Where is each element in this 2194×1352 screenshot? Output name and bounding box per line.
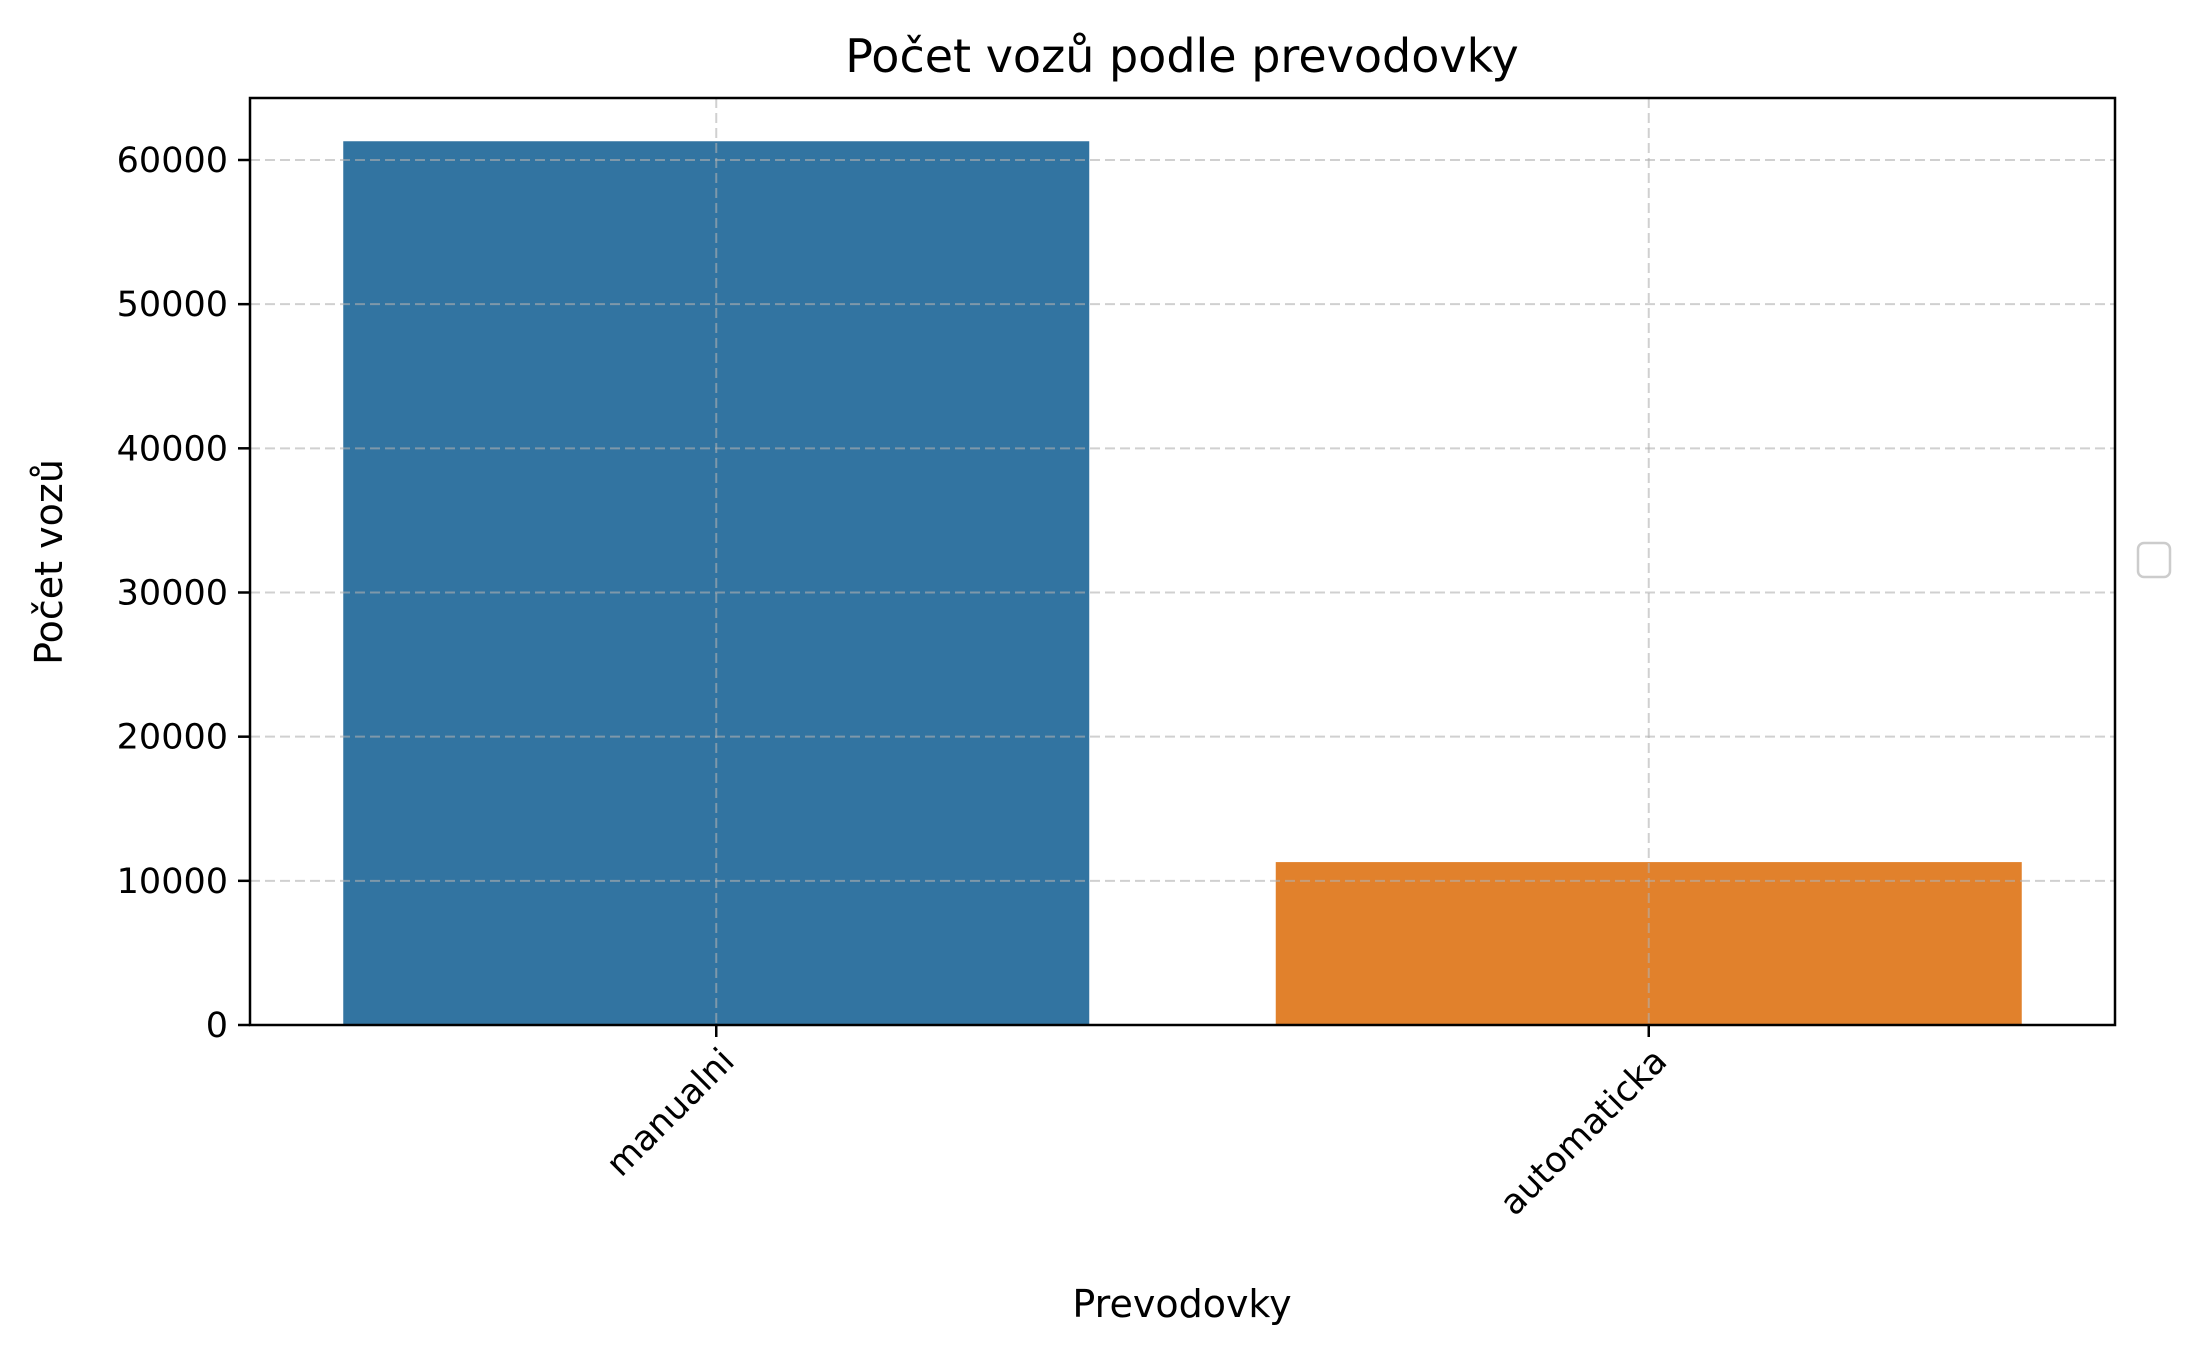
y-tick-label: 20000 [117,718,228,758]
y-axis-title: Počet vozů [27,459,71,665]
plot-frame [248,96,2117,1027]
y-tick-label: 40000 [117,429,228,469]
bars [343,141,2022,1026]
y-tick-label: 10000 [117,862,228,902]
y-tick-label: 60000 [117,141,228,181]
chart-title: Počet vozů podle prevodovky [845,29,1519,83]
x-tick-label: automaticka [1493,1041,1676,1224]
x-axis-ticks: manualni automaticka [599,1025,1675,1224]
y-tick-label: 0 [206,1006,228,1046]
legend-box [2136,541,2172,579]
y-axis-ticks: 0 10000 20000 30000 40000 50000 60000 [117,141,250,1046]
x-tick-label: manualni [599,1041,743,1185]
x-axis-title: Prevodovky [1072,1282,1291,1326]
y-tick-label: 30000 [117,573,228,613]
y-tick-label: 50000 [117,285,228,325]
